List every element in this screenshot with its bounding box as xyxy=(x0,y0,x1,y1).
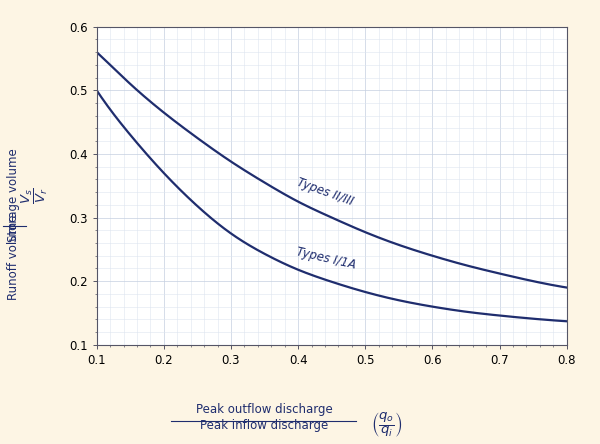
Text: Runoff volume: Runoff volume xyxy=(7,215,20,300)
Text: $\left(\dfrac{q_o}{q_i}\right)$: $\left(\dfrac{q_o}{q_i}\right)$ xyxy=(371,410,403,439)
Text: Types II/III: Types II/III xyxy=(295,175,355,208)
Text: Peak outflow discharge: Peak outflow discharge xyxy=(196,404,332,416)
Text: $\dfrac{V_s}{V_r}$: $\dfrac{V_s}{V_r}$ xyxy=(20,187,50,203)
Text: Types I/1A: Types I/1A xyxy=(295,245,357,272)
Text: Storage volume: Storage volume xyxy=(7,148,20,242)
Text: Peak inflow discharge: Peak inflow discharge xyxy=(200,419,328,432)
